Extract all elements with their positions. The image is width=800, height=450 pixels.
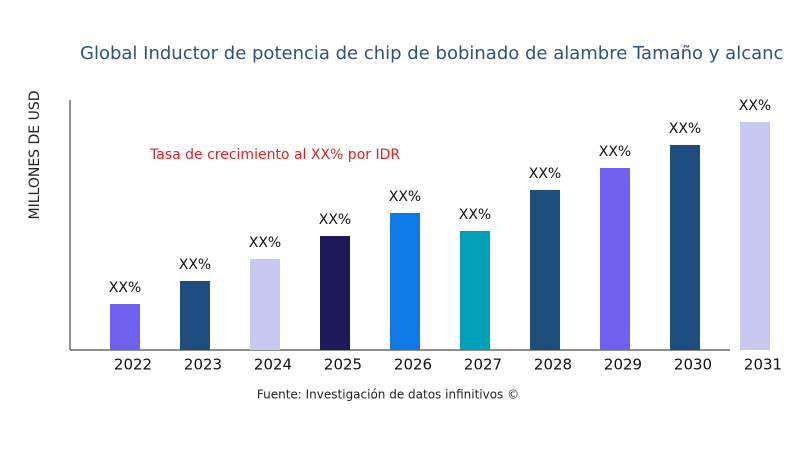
bar xyxy=(460,231,490,350)
chart-title: Global Inductor de potencia de chip de b… xyxy=(80,43,783,64)
x-tick-label: 2029 xyxy=(604,356,642,374)
bar xyxy=(600,168,630,350)
value-label: XX% xyxy=(529,166,561,182)
value-label: XX% xyxy=(459,207,491,223)
x-tick-label: 2031 xyxy=(744,356,782,374)
x-tick-label: 2026 xyxy=(394,356,432,374)
value-label: XX% xyxy=(599,144,631,160)
value-label: XX% xyxy=(179,257,211,273)
annotation: Tasa de crecimiento al XX% por IDR xyxy=(149,147,400,163)
x-tick-label: 2030 xyxy=(674,356,712,374)
y-axis-label: MILLONES DE USD xyxy=(27,91,43,220)
bar xyxy=(670,145,700,350)
bar xyxy=(250,259,280,350)
value-label: XX% xyxy=(249,235,281,251)
bar xyxy=(530,190,560,350)
bar xyxy=(320,236,350,350)
x-tick-label: 2027 xyxy=(464,356,502,374)
value-label: XX% xyxy=(109,280,141,296)
value-label: XX% xyxy=(389,189,421,205)
value-label: XX% xyxy=(669,121,701,137)
bar xyxy=(180,281,210,350)
bar xyxy=(740,122,770,350)
bar xyxy=(110,304,140,350)
x-tick-label: 2022 xyxy=(114,356,152,374)
source: Fuente: Investigación de datos infinitiv… xyxy=(257,388,519,402)
x-tick-label: 2024 xyxy=(254,356,292,374)
bar xyxy=(390,213,420,350)
value-label: XX% xyxy=(739,98,771,114)
x-tick-label: 2023 xyxy=(184,356,222,374)
value-label: XX% xyxy=(319,212,351,228)
x-tick-label: 2028 xyxy=(534,356,572,374)
x-tick-label: 2025 xyxy=(324,356,362,374)
